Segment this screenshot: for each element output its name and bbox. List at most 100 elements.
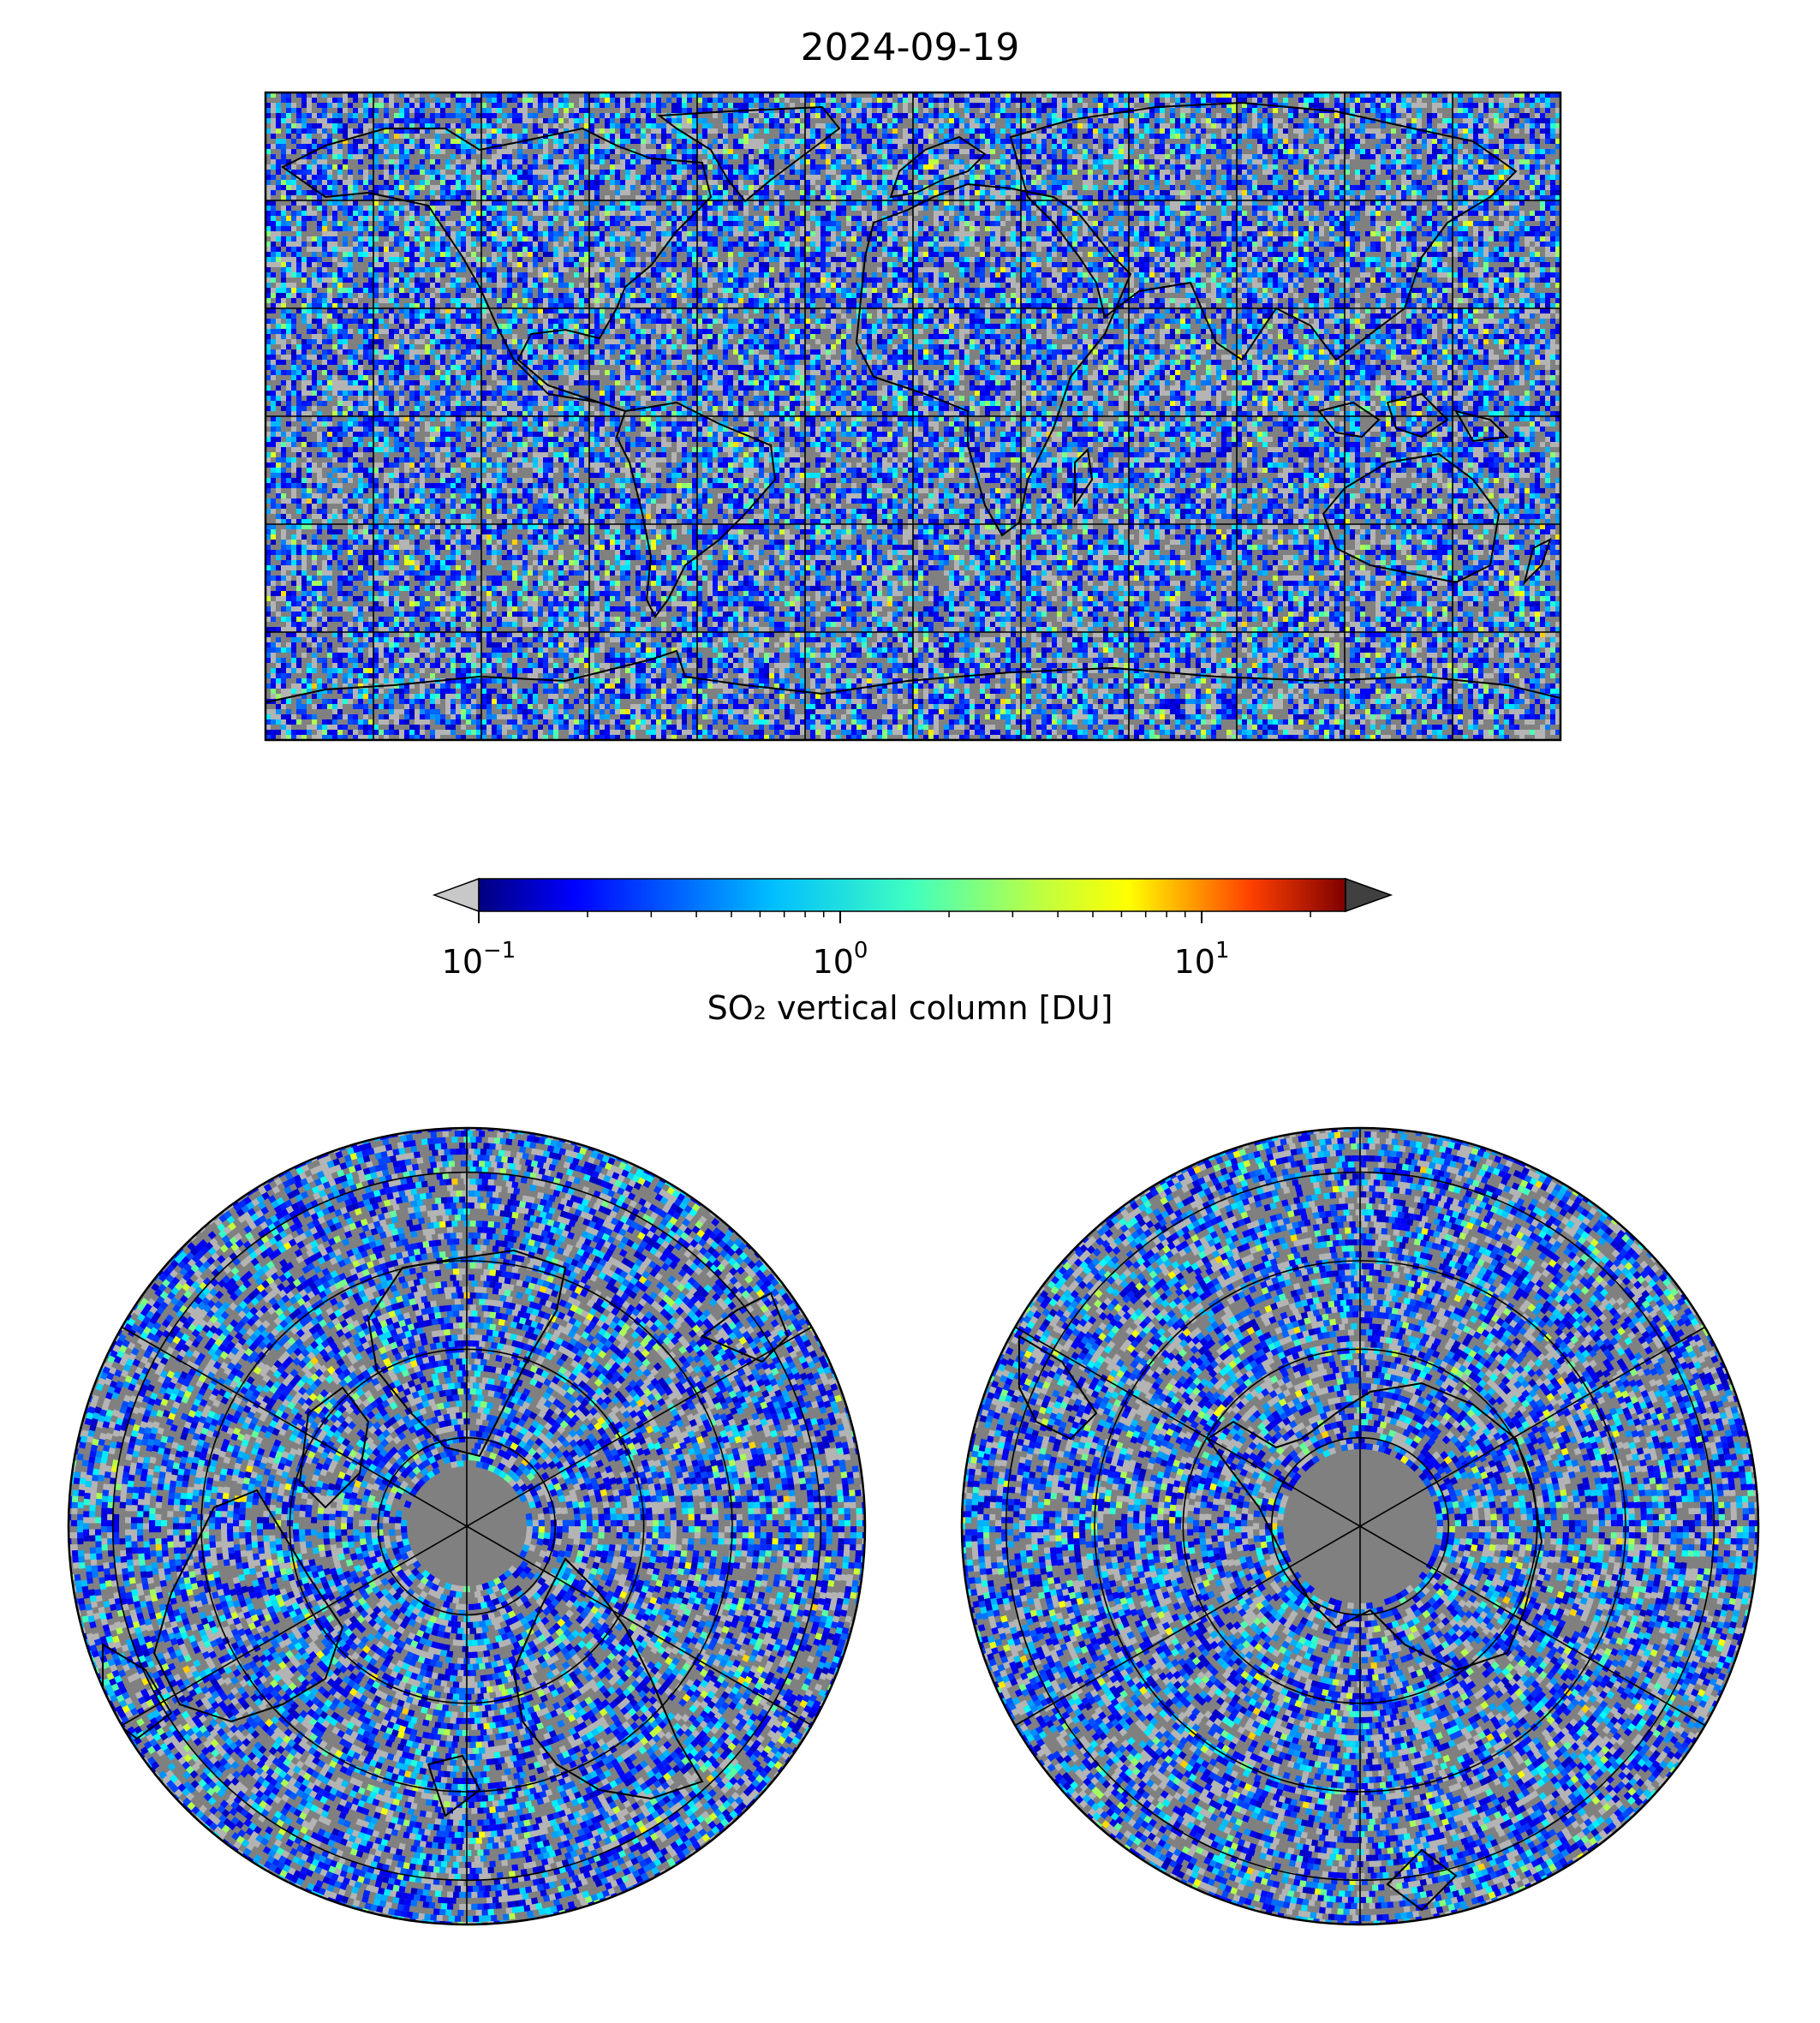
- data-pixel-group: [1515, 1231, 1525, 1240]
- tick-base: 10: [441, 943, 484, 981]
- data-pixel-group: [1182, 1328, 1191, 1337]
- data-pixel-group: [1139, 1686, 1148, 1695]
- data-pixel-group: [771, 1367, 779, 1376]
- data-pixel-group: [1102, 1159, 1646, 1905]
- data-pixel-group: [1017, 1168, 1625, 1905]
- data-pixel-group: [651, 581, 656, 586]
- data-pixel-group: [483, 1722, 490, 1730]
- data-pixel-group: [1290, 1234, 1298, 1242]
- data-pixel-group: [172, 1335, 182, 1345]
- north-polar-gridlines: [111, 1128, 822, 1925]
- data-pixel-group: [1193, 1166, 1202, 1174]
- data-pixel-group: [322, 103, 1535, 719]
- data-pixel-group: [1346, 1353, 1353, 1360]
- data-pixel-group: [1193, 1878, 1202, 1887]
- data-pixel-group: [618, 1850, 627, 1859]
- data-pixel-group: [259, 1799, 268, 1809]
- data-pixel-group: [510, 1441, 519, 1451]
- global-map-gridlines: [266, 92, 1560, 740]
- tick-base: 10: [812, 943, 854, 981]
- data-pixel-group: [415, 524, 420, 529]
- tick-exponent: 0: [853, 938, 868, 964]
- data-pixel-group: [1098, 1332, 1107, 1341]
- colorbar-frame: [478, 878, 1346, 912]
- data-pixel-group: [600, 678, 605, 683]
- south-polar-map: [960, 1126, 1760, 1926]
- meridian-line: [466, 1525, 813, 1727]
- data-pixel-group: [1502, 1596, 1511, 1605]
- data-pixel-group: [219, 1244, 229, 1253]
- data-pixel-group: [649, 1596, 658, 1605]
- south-polar-data-layer: [962, 1128, 1758, 1925]
- data-pixel-group: [489, 1806, 496, 1813]
- data-pixel-group: [1143, 1815, 1153, 1824]
- data-pixel-group: [1268, 385, 1273, 391]
- colorbar-tick-label: 100: [755, 938, 926, 981]
- data-pixel-group: [1202, 1412, 1212, 1422]
- data-pixel-group: [265, 1600, 273, 1608]
- data-pixel-group: [325, 1401, 334, 1411]
- data-pixel-group: [584, 663, 589, 668]
- data-pixel-group: [637, 1232, 646, 1240]
- data-pixel-group: [1555, 534, 1560, 540]
- data-pixel-group: [1591, 1787, 1637, 1805]
- data-pixel-group: [200, 1427, 209, 1435]
- data-pixel-group: [435, 1704, 443, 1711]
- data-pixel-group: [1269, 1159, 1277, 1167]
- data-pixel-group: [749, 1441, 756, 1449]
- data-pixel-group: [1314, 1761, 1322, 1769]
- data-pixel-group: [983, 1155, 1697, 1796]
- data-pixel-group: [1052, 1348, 1061, 1358]
- data-pixel-group: [543, 272, 548, 277]
- data-pixel-group: [1080, 1645, 1089, 1654]
- meridian-line: [1014, 1326, 1361, 1527]
- north-polar-map: [67, 1126, 867, 1926]
- data-pixel-group: [574, 1286, 582, 1295]
- data-pixel-group: [1050, 1128, 1733, 1769]
- data-pixel-group: [1023, 1350, 1033, 1358]
- data-pixel-group: [742, 1654, 750, 1662]
- data-pixel-group: [1453, 1294, 1462, 1303]
- global-map-coastlines: [266, 101, 1560, 703]
- parallel-ring: [1005, 1171, 1716, 1882]
- data-pixel-group: [343, 180, 1011, 540]
- data-pixel-group: [1332, 1185, 1340, 1193]
- data-pixel-group: [695, 1435, 704, 1444]
- north-polar-frame: [67, 1126, 867, 1926]
- data-pixel-group: [1560, 1662, 1569, 1671]
- data-pixel-group: [1579, 1402, 1589, 1411]
- south-polar-coastlines: [1018, 1334, 1543, 1912]
- data-pixel-group: [989, 1641, 997, 1650]
- north-polar-data-layer: [69, 1128, 865, 1925]
- data-pixel-group: [636, 642, 641, 647]
- data-pixel-group: [394, 344, 399, 349]
- data-pixel-group: [696, 1229, 706, 1238]
- data-pixel-group: [1456, 1755, 1465, 1763]
- colorbar: [432, 877, 1393, 923]
- parallel-ring: [377, 1436, 557, 1616]
- data-pixel-group: [131, 1184, 818, 1810]
- data-pixel-group: [1591, 1579, 1599, 1588]
- data-pixel-group: [266, 108, 1545, 740]
- data-pixel-group: [498, 1318, 505, 1326]
- south-polar-frame: [960, 1126, 1760, 1926]
- data-pixel-group: [1477, 1863, 1486, 1871]
- data-pixel-group: [1379, 1781, 1387, 1789]
- data-pixel-group: [483, 1776, 490, 1784]
- data-pixel-group: [475, 1837, 482, 1844]
- data-pixel-group: [240, 1495, 248, 1502]
- data-pixel-group: [1095, 1764, 1104, 1773]
- data-pixel-group: [1527, 1303, 1537, 1312]
- data-pixel-group: [1001, 1149, 1728, 1904]
- data-pixel-group: [539, 1286, 547, 1293]
- data-pixel-group: [265, 1718, 274, 1728]
- parallel-ring: [1270, 1436, 1450, 1616]
- data-pixel-group: [796, 1544, 803, 1551]
- meridian-line: [1014, 1525, 1361, 1727]
- data-pixel-group: [91, 1135, 806, 1853]
- data-pixel-group: [1207, 1805, 1234, 1842]
- data-pixel-group: [486, 92, 1149, 514]
- data-pixel-group: [507, 1610, 516, 1619]
- data-pixel-group: [1283, 617, 1288, 622]
